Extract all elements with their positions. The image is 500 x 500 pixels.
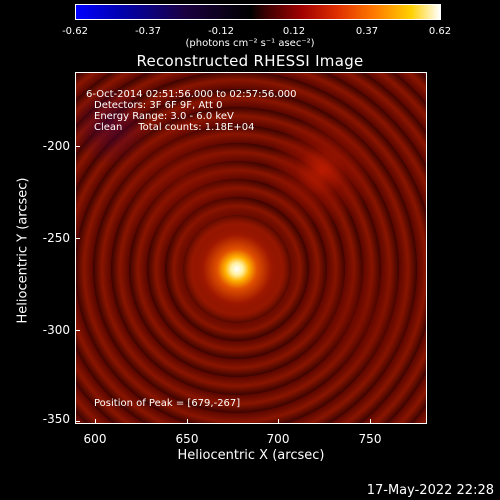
annotation-peak-position: Position of Peak = [679,-267] bbox=[94, 398, 241, 409]
annotation-energy-range: Energy Range: 3.0 - 6.0 keV bbox=[94, 111, 234, 122]
x-tick-label: 650 bbox=[175, 432, 199, 446]
y-tick-label: -300 bbox=[42, 323, 70, 337]
x-tick-mark bbox=[187, 419, 188, 424]
heatmap-image: 6-Oct-2014 02:51:56.000 to 02:57:56.000 … bbox=[75, 72, 427, 424]
y-tick-mark bbox=[75, 146, 80, 147]
timestamp: 17-May-2022 22:28 bbox=[366, 483, 494, 498]
colorbar-tick-label: 0.62 bbox=[428, 26, 452, 37]
y-tick-label: -250 bbox=[42, 231, 70, 245]
x-tick-label: 700 bbox=[266, 432, 290, 446]
x-tick-mark bbox=[278, 419, 279, 424]
y-tick-mark bbox=[75, 238, 80, 239]
x-tick-mark bbox=[370, 419, 371, 424]
y-tick-mark bbox=[75, 330, 80, 331]
annotation-time-range: 6-Oct-2014 02:51:56.000 to 02:57:56.000 bbox=[86, 89, 297, 100]
x-axis-label: Heliocentric X (arcsec) bbox=[177, 448, 325, 463]
x-tick-mark bbox=[95, 419, 96, 424]
y-tick-mark bbox=[75, 421, 80, 422]
colorbar-tick-label: -0.37 bbox=[135, 26, 161, 37]
annotation-clean-counts: Clean Total counts: 1.18E+04 bbox=[94, 122, 255, 133]
y-tick-label: -350 bbox=[42, 412, 70, 426]
colorbar-tick-label: 0.12 bbox=[282, 26, 306, 37]
colorbar-unit-label: (photons cm⁻² s⁻¹ asec⁻²) bbox=[185, 38, 315, 49]
x-tick-label: 600 bbox=[83, 432, 107, 446]
annotation-detectors: Detectors: 3F 6F 9F, Att 0 bbox=[94, 100, 223, 111]
x-tick-label: 750 bbox=[358, 432, 382, 446]
colorbar-tick-label: -0.62 bbox=[62, 26, 88, 37]
colorbar bbox=[75, 4, 441, 20]
chart-title: Reconstructed RHESSI Image bbox=[136, 52, 364, 70]
y-tick-label: -200 bbox=[42, 139, 70, 153]
colorbar-tick-label: 0.37 bbox=[355, 26, 379, 37]
y-axis-label: Heliocentric Y (arcsec) bbox=[15, 177, 31, 324]
colorbar-tick-label: -0.12 bbox=[208, 26, 234, 37]
